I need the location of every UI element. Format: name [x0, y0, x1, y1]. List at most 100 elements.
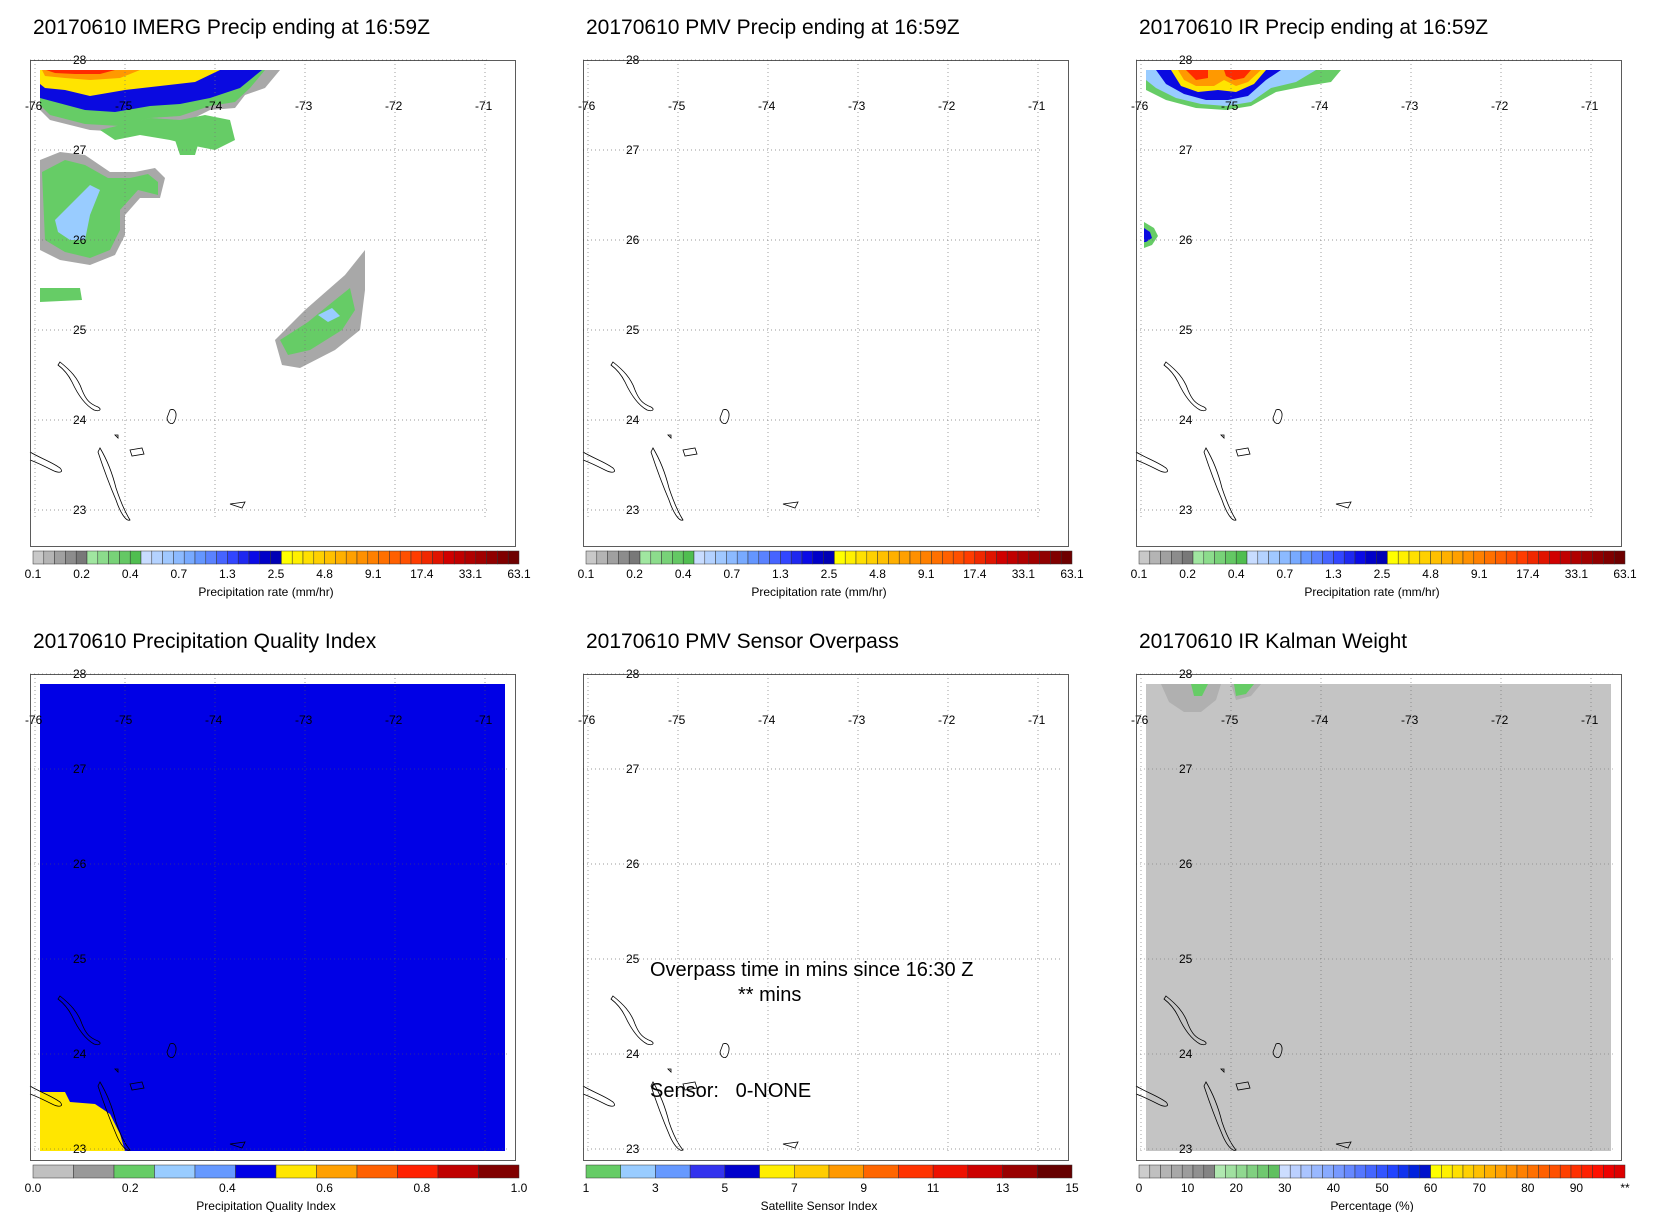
- colorbar-swatch: [1203, 550, 1215, 565]
- colorbar-swatch: [855, 550, 868, 565]
- lat-label: 27: [1179, 143, 1193, 157]
- colorbar-swatch: [1235, 550, 1248, 565]
- colorbar-swatch: [235, 1164, 277, 1179]
- colorbar-swatch: [1343, 1164, 1356, 1179]
- colorbar-swatch: [270, 550, 282, 565]
- panel-title: 20170610 PMV Sensor Overpass: [586, 630, 899, 653]
- lon-label: -75: [115, 99, 133, 113]
- colorbar-swatch: [1268, 1164, 1280, 1179]
- colorbar-swatch: [1279, 1164, 1291, 1179]
- colorbar-tick-label: 11: [927, 1181, 940, 1195]
- colorbar-swatch: [237, 550, 250, 565]
- colorbar-tick-label: 0.1: [1131, 567, 1148, 581]
- colorbar-swatch: [1516, 550, 1529, 565]
- colorbar-swatch: [497, 550, 509, 565]
- colorbar-swatch: [1322, 550, 1334, 565]
- colorbar-swatch: [1570, 1164, 1583, 1179]
- colorbar-swatch: [877, 550, 889, 565]
- colorbar-swatch: [73, 1164, 115, 1179]
- lat-label: 27: [1179, 762, 1193, 776]
- lat-lon-labels: 28 27 26 25 24 23 -76 -75 -74 -73 -72 -7…: [1131, 667, 1599, 1156]
- colorbar-swatch: [1017, 550, 1030, 565]
- colorbar-tick-label: 40: [1327, 1181, 1341, 1195]
- colorbar-swatch: [672, 550, 684, 565]
- colorbar-swatch: [758, 550, 770, 565]
- grid-lines: [583, 59, 1043, 520]
- lon-label: -71: [1581, 713, 1599, 727]
- colorbar-swatch: [1581, 550, 1593, 565]
- colorbar-swatch: [281, 550, 293, 565]
- colorbar-swatch: [97, 550, 109, 565]
- colorbar-tick-label: 1: [583, 1181, 590, 1195]
- colorbar-swatch: [335, 550, 347, 565]
- colorbar-tick-label: 9: [860, 1181, 867, 1195]
- colorbar-swatch: [1419, 550, 1431, 565]
- colorbar-swatch: [86, 550, 99, 565]
- lat-lon-labels: 28 27 26 25 24 23 -76 -75 -74 -73 -72 -7…: [578, 53, 1046, 517]
- colorbar-swatch: [1037, 1164, 1073, 1179]
- colorbar-swatch: [1408, 550, 1421, 565]
- colorbar-swatch: [1387, 550, 1399, 565]
- colorbar-swatch: [726, 550, 738, 565]
- lat-label: 26: [626, 857, 640, 871]
- colorbar-swatch: [844, 550, 857, 565]
- colorbar-swatch: [32, 1164, 74, 1179]
- colorbar-swatch: [464, 550, 477, 565]
- colorbar-swatch: [1225, 1164, 1237, 1179]
- lat-label: 25: [1179, 323, 1193, 337]
- colorbar-tick-label: 0.2: [73, 567, 90, 581]
- lon-label: -71: [1028, 713, 1046, 727]
- colorbar-swatch: [1387, 1164, 1399, 1179]
- colorbar-swatch: [715, 550, 727, 565]
- colorbar-tick-label: 10: [1181, 1181, 1195, 1195]
- colorbar-label: Precipitation rate (mm/hr): [198, 585, 333, 599]
- colorbar-swatch: [65, 550, 77, 565]
- map-kalman-weight: 28 27 26 25 24 23 -76 -75 -74 -73 -72 -7…: [1131, 667, 1622, 1161]
- colorbar-swatch: [585, 550, 598, 565]
- lon-label: -71: [1028, 99, 1046, 113]
- colorbar-swatch: [963, 550, 976, 565]
- colorbar-swatch: [1192, 550, 1205, 565]
- colorbar-swatch: [216, 550, 228, 565]
- lat-label: 28: [1179, 53, 1193, 67]
- colorbar-swatch: [1039, 550, 1051, 565]
- colorbar-swatch: [1592, 550, 1604, 565]
- lon-label: -72: [938, 99, 956, 113]
- colorbar-swatch: [119, 550, 131, 565]
- lat-label: 28: [73, 667, 87, 681]
- colorbar-swatch: [1050, 550, 1062, 565]
- colorbar-tick-label: 0.4: [219, 1181, 236, 1195]
- colorbar-swatch: [1343, 550, 1356, 565]
- colorbar-swatch: [863, 1164, 899, 1179]
- colorbar-swatch: [1354, 550, 1367, 565]
- colorbar-swatch: [275, 1164, 317, 1179]
- colorbar-swatch: [1322, 1164, 1334, 1179]
- colorbar-tick-label: 1.0: [511, 1181, 528, 1195]
- lon-label: -71: [475, 713, 493, 727]
- colorbar-swatch: [1570, 550, 1583, 565]
- colorbar-swatch: [259, 550, 271, 565]
- map-sensor-overpass: 28 27 26 25 24 23 -76 -75 -74 -73 -72 -7…: [578, 667, 1069, 1161]
- colorbar-swatch: [1613, 550, 1626, 565]
- colorbar-tick-label: 0.4: [675, 567, 692, 581]
- colorbar-tick-label: 63.1: [507, 567, 531, 581]
- colorbar-swatch: [1516, 1164, 1529, 1179]
- lon-label: -76: [25, 99, 43, 113]
- colorbar-swatch: [1138, 1164, 1151, 1179]
- lon-label: -73: [1401, 99, 1419, 113]
- colorbar-label: Satellite Sensor Index: [761, 1199, 878, 1212]
- lon-label: -73: [295, 713, 313, 727]
- lon-label: -73: [848, 99, 866, 113]
- lon-label: -72: [1491, 713, 1509, 727]
- colorbar-swatch: [650, 550, 662, 565]
- colorbar-swatch: [316, 1164, 358, 1179]
- colorbar-swatch: [931, 550, 943, 565]
- colorbar-swatch: [378, 550, 390, 565]
- colorbar-swatch: [1160, 1164, 1172, 1179]
- panel-title: 20170610 IR Precip ending at 16:59Z: [1139, 16, 1489, 39]
- lat-label: 24: [626, 1047, 640, 1061]
- colorbar-swatch: [140, 550, 153, 565]
- colorbar-swatch: [43, 550, 55, 565]
- colorbar-swatch: [1592, 1164, 1604, 1179]
- colorbar-tick-label: 80: [1521, 1181, 1535, 1195]
